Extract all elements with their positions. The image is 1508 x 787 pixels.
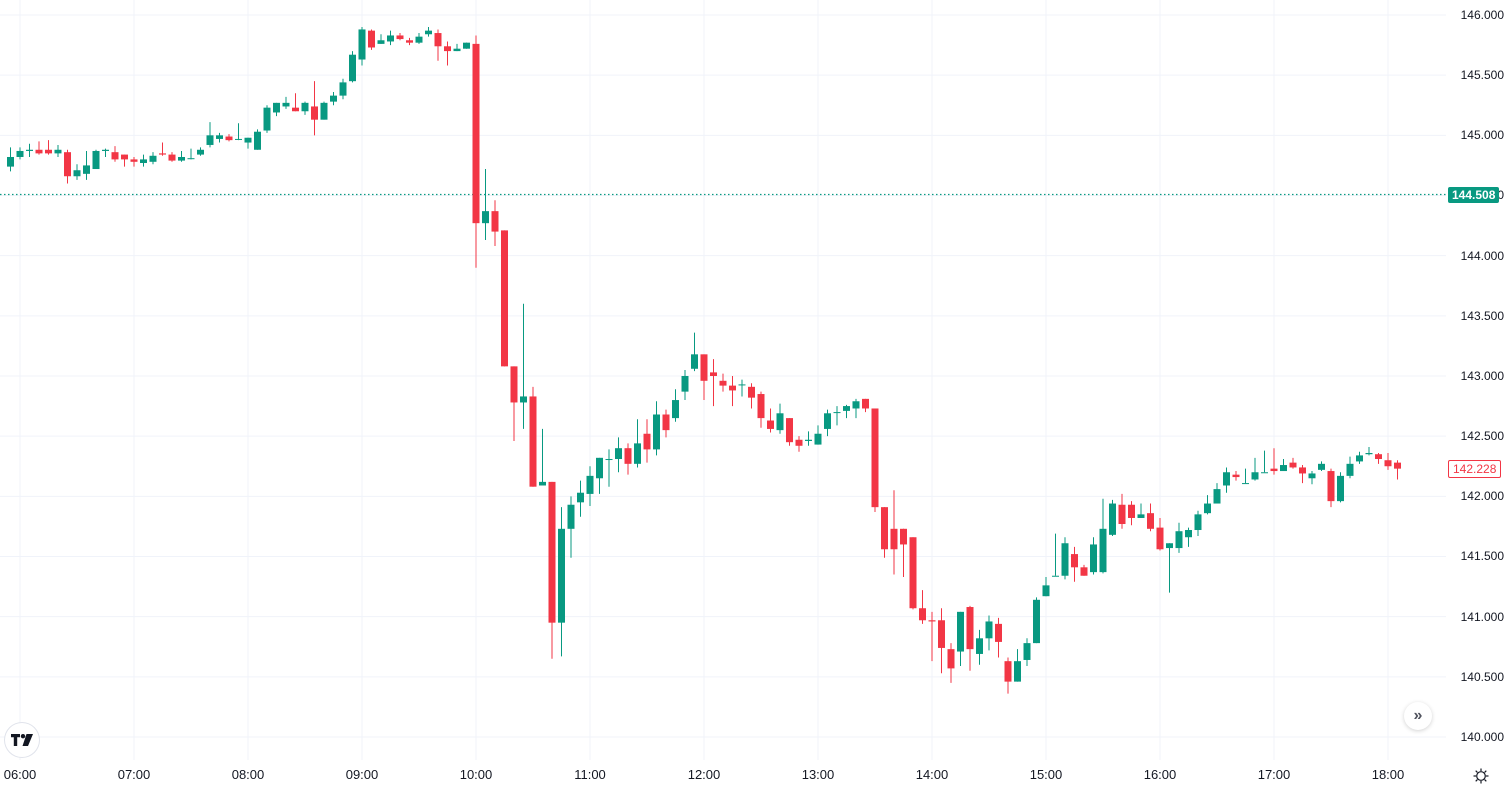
- price-tick-label: 140.000: [1460, 729, 1504, 744]
- price-axis[interactable]: 146.000145.500145.000144.500144.000143.5…: [1446, 0, 1508, 760]
- time-tick-label: 10:00: [459, 767, 493, 782]
- time-tick-label: 11:00: [574, 767, 606, 782]
- time-axis[interactable]: 06:00 07:00 08:00 09:00 10:00 11:00 12:00 13:00…: [0, 760, 1446, 787]
- price-tick-label: 146.000: [1460, 8, 1504, 22]
- time-tick-label: 14:00: [915, 767, 949, 782]
- candlestick-chart: [0, 0, 1446, 760]
- chart-plot-area[interactable]: [0, 0, 1446, 760]
- price-tick-label: 141.000: [1460, 609, 1504, 624]
- price-tick-label: 142.500: [1460, 429, 1504, 444]
- price-tick-label: 142.000: [1460, 489, 1504, 504]
- last-price-badge: 144.508: [1448, 186, 1500, 203]
- time-tick-label: 16:00: [1143, 767, 1177, 782]
- price-tick-label: 140.500: [1460, 669, 1504, 684]
- time-tick-label: 17:00: [1257, 767, 1291, 782]
- price-tick-label: 145.500: [1460, 68, 1504, 83]
- time-tick-label: 06:00: [3, 767, 37, 782]
- price-tick-label: 143.000: [1460, 368, 1504, 383]
- price-tick-label: 145.000: [1460, 128, 1504, 143]
- time-tick-label: 08:00: [231, 767, 265, 782]
- tradingview-logo-icon: [11, 734, 33, 746]
- double-chevron-right-icon: »: [1413, 707, 1423, 724]
- chart-settings-button[interactable]: [1472, 767, 1490, 785]
- time-tick-label: 09:00: [345, 767, 379, 782]
- time-tick-label: 15:00: [1029, 767, 1063, 782]
- time-tick-label: 18:00: [1371, 767, 1405, 782]
- current-price-badge: 142.228: [1448, 459, 1502, 478]
- time-tick-label: 07:00: [117, 767, 151, 782]
- scroll-to-latest-button[interactable]: »: [1404, 702, 1432, 730]
- price-tick-label: 141.500: [1460, 549, 1504, 564]
- time-tick-label: 13:00: [801, 767, 835, 782]
- time-tick-label: 12:00: [687, 767, 721, 782]
- tradingview-logo[interactable]: [5, 723, 39, 757]
- gear-icon: [1473, 768, 1489, 784]
- price-tick-label: 144.000: [1460, 248, 1504, 263]
- price-tick-label: 143.500: [1460, 308, 1504, 323]
